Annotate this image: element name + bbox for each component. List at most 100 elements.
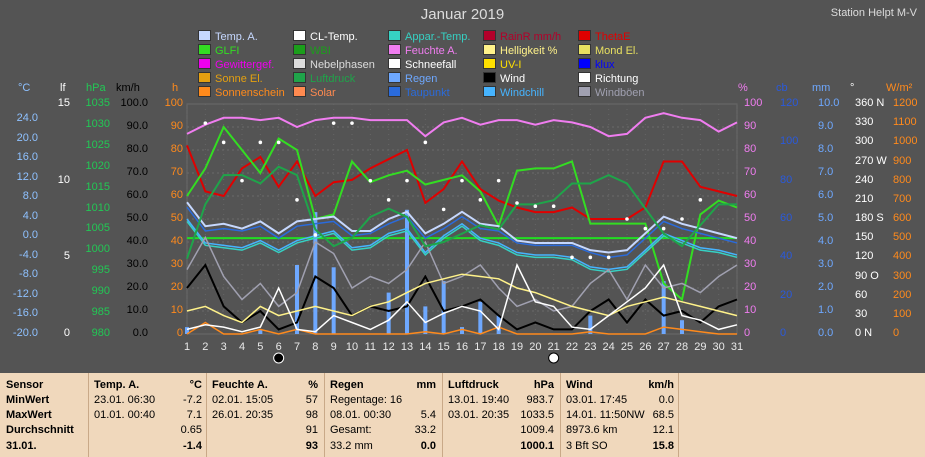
series-line [186, 220, 738, 273]
legend-item: Luftdruck [293, 72, 355, 86]
axis-head-h: h [172, 82, 179, 94]
pressure-avg: 1009.4 [520, 424, 554, 436]
legend-label: Sonne El. [215, 73, 263, 85]
legend-swatch [293, 30, 306, 41]
legend-swatch [483, 86, 496, 97]
x-tick-day: 16 [455, 341, 469, 353]
label-minwert: MinWert [6, 394, 50, 406]
x-tick-day: 1 [183, 341, 191, 353]
tick-h: 80 [170, 143, 183, 155]
tick-degree: 120 [855, 250, 874, 263]
series-line [186, 206, 738, 259]
wind-header: Wind [566, 379, 593, 391]
legend-label: Solar [310, 87, 336, 99]
x-tick-day: 26 [639, 341, 652, 353]
tick-hpa: 995 [91, 264, 110, 277]
wind-direction-marker [331, 121, 336, 125]
tick-hpa: 1025 [85, 138, 110, 151]
tick-lf: 0 [63, 327, 70, 339]
legend-swatch [578, 30, 591, 41]
tick-celsius: 24.0 [16, 112, 38, 124]
wind-direction-marker [643, 226, 648, 231]
tick-hpa: 1000 [85, 243, 110, 256]
tick-celsius: -12.0 [12, 287, 38, 300]
wind-direction-marker [441, 207, 446, 212]
rain-current: 0.0 [420, 440, 436, 452]
tick-wm2: 100 [893, 307, 912, 320]
legend-label: Gewittergef. [215, 59, 275, 71]
rain-max: 5.4 [420, 409, 436, 421]
pressure-min: 983.7 [526, 394, 554, 406]
wind-direction-marker [496, 178, 501, 183]
legend-swatch [483, 72, 496, 83]
tick-mm: 5.0 [818, 212, 834, 224]
rain-bar [588, 315, 593, 334]
tick-celsius: 12.0 [16, 170, 38, 183]
rain-bar [496, 315, 501, 334]
rain-bar [460, 327, 464, 334]
series-line [186, 218, 738, 271]
axis-head-mm: mm [812, 82, 831, 94]
rain-bar [313, 212, 318, 334]
tick-celsius: -20.0 [12, 327, 38, 339]
wind-direction-marker [295, 198, 299, 202]
tick-degree: 270 W [855, 154, 887, 167]
x-tick-day: 27 [657, 341, 670, 353]
tick-degree: 150 [855, 231, 874, 244]
tick-hpa: 1015 [85, 180, 110, 193]
x-tick-day: 17 [474, 341, 487, 353]
legend-swatch [293, 44, 306, 55]
legend-label: Wind [500, 73, 526, 85]
x-tick-day: 20 [529, 341, 542, 353]
wind-max: 68.5 [652, 409, 674, 421]
tick-wm2: 200 [893, 288, 912, 301]
tick-cb: 40 [780, 250, 793, 263]
tick-wm2: 300 [893, 269, 912, 282]
x-tick-day: 19 [510, 341, 524, 353]
tick-cb: 20 [780, 288, 793, 301]
legend-item: WBI [293, 44, 331, 58]
hum-current: 93 [305, 440, 318, 452]
tick-hpa: 1030 [85, 117, 110, 130]
x-tick-day: 30 [712, 341, 725, 353]
series-line [186, 165, 737, 260]
legend-swatch [293, 86, 306, 97]
tick-degree: 300 [855, 135, 874, 148]
x-tick-day: 3 [220, 341, 227, 353]
x-tick-day: 28 [675, 341, 689, 353]
rain-bar [405, 209, 409, 334]
wind-direction-marker [313, 233, 318, 237]
wind-direction-marker [606, 255, 611, 260]
tick-kmh: 70.0 [126, 166, 148, 178]
pressure-header: Luftdruck [448, 379, 499, 391]
legend-label: Appar.-Temp. [405, 31, 471, 43]
series-line [186, 125, 738, 302]
tick-kmh: 60.0 [126, 189, 148, 201]
tick-percent: 40 [744, 235, 757, 247]
tick-degree: 330 [855, 116, 874, 129]
tick-kmh: 0.0 [132, 327, 148, 339]
x-tick-day: 9 [330, 341, 337, 353]
wind-direction-marker [588, 255, 593, 260]
legend-label: WBI [310, 45, 331, 57]
tick-h: 0 [176, 327, 183, 339]
x-tick-day: 23 [584, 341, 597, 353]
series-line [186, 201, 738, 254]
wind-direction-marker [533, 204, 538, 209]
rain-current-label: 33.2 mm [330, 440, 373, 452]
label-sensor: Sensor [6, 379, 44, 391]
tick-degree: 240 [855, 173, 874, 186]
tick-degree: 90 O [855, 269, 879, 282]
wind-max-time: 14.01. 11:50NW [566, 409, 645, 421]
legend-item: Wind [483, 72, 525, 86]
tick-h: 20 [170, 281, 183, 293]
legend-label: klux [595, 59, 615, 71]
tick-lf: 10 [57, 173, 70, 186]
x-tick-day: 2 [202, 341, 209, 353]
tick-percent: 20 [744, 281, 757, 293]
tick-wm2: 700 [893, 192, 912, 205]
tick-wm2: 1100 [893, 116, 917, 129]
legend-item: Taupunkt [388, 86, 450, 100]
legend-swatch [578, 58, 591, 69]
temp-max-time: 01.01. 00:40 [94, 409, 156, 421]
